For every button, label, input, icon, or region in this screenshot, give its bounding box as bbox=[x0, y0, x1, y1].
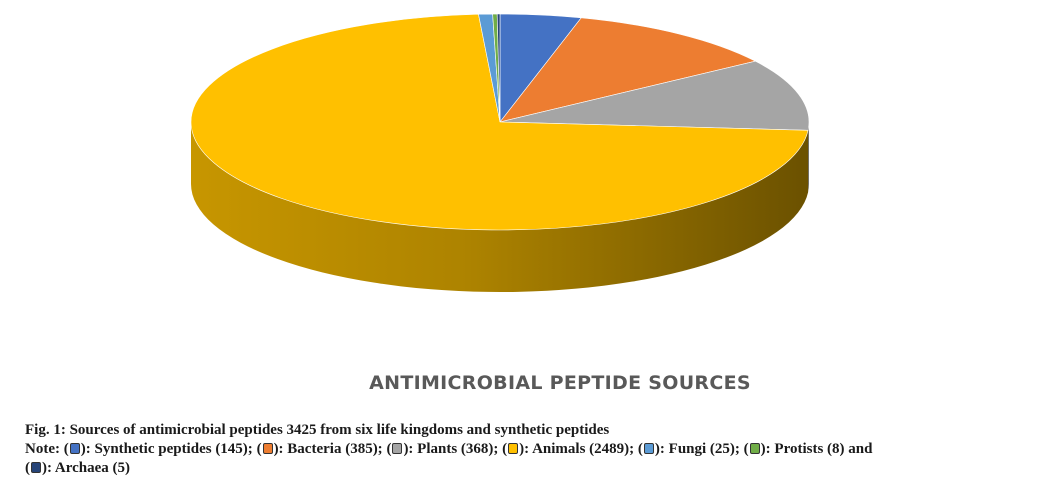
legend-text-bacteria: ): Bacteria (385); bbox=[273, 441, 383, 457]
legend-swatch-synthetic bbox=[69, 443, 80, 454]
pie-side-animals bbox=[191, 122, 809, 293]
legend-item-bacteria: (): Bacteria (385); bbox=[256, 441, 383, 457]
legend-swatch-protists bbox=[749, 443, 760, 454]
chart-title: ANTIMICROBIAL PEPTIDE SOURCES bbox=[369, 372, 751, 394]
pie-slice-bacteria bbox=[499, 17, 757, 123]
legend-swatch-fungi bbox=[643, 443, 654, 454]
legend-item-plants: (): Plants (368); bbox=[386, 441, 499, 457]
legend-text-animals: ): Animals (2489); bbox=[519, 441, 635, 457]
legend-text-archaea: ): Archaea (5) bbox=[42, 460, 131, 476]
note-label: Note: bbox=[25, 441, 60, 457]
pie-slice-archaea bbox=[496, 13, 501, 123]
legend-item-protists: (): Protists (8) and bbox=[743, 441, 873, 457]
legend-item-synthetic: (): Synthetic peptides (145); bbox=[63, 441, 253, 457]
figure-label: Fig. 1: bbox=[25, 422, 66, 438]
pie-depth-layer bbox=[191, 122, 809, 293]
figure-text: Sources of antimicrobial peptides 3425 f… bbox=[69, 422, 610, 438]
legend-swatch-plants bbox=[392, 443, 403, 454]
legend-item-archaea: (): Archaea (5) bbox=[25, 460, 131, 476]
legend-item-fungi: (): Fungi (25); bbox=[637, 441, 740, 457]
legend-item-animals: (): Animals (2489); bbox=[502, 441, 635, 457]
caption-line-1: Fig. 1: Sources of antimicrobial peptide… bbox=[25, 421, 1025, 440]
figure-caption: Fig. 1: Sources of antimicrobial peptide… bbox=[25, 421, 1025, 478]
pie-slice-animals bbox=[190, 13, 809, 231]
legend-text-plants: ): Plants (368); bbox=[403, 441, 499, 457]
pie-chart bbox=[190, 13, 810, 293]
caption-line-3: (): Archaea (5) bbox=[25, 459, 1025, 478]
caption-line-2: Note: (): Synthetic peptides (145); (): … bbox=[25, 440, 1025, 459]
legend-swatch-bacteria bbox=[262, 443, 273, 454]
pie-side-plants bbox=[808, 122, 809, 193]
legend-text-protists: ): Protists (8) and bbox=[760, 441, 873, 457]
legend-swatch-archaea bbox=[31, 462, 41, 473]
legend-text-synthetic: ): Synthetic peptides (145); bbox=[80, 441, 253, 457]
legend-text-fungi: ): Fungi (25); bbox=[654, 441, 740, 457]
legend-swatch-animals bbox=[508, 443, 519, 454]
pie-top-layer bbox=[190, 13, 810, 231]
pie-slice-plants bbox=[499, 60, 810, 131]
